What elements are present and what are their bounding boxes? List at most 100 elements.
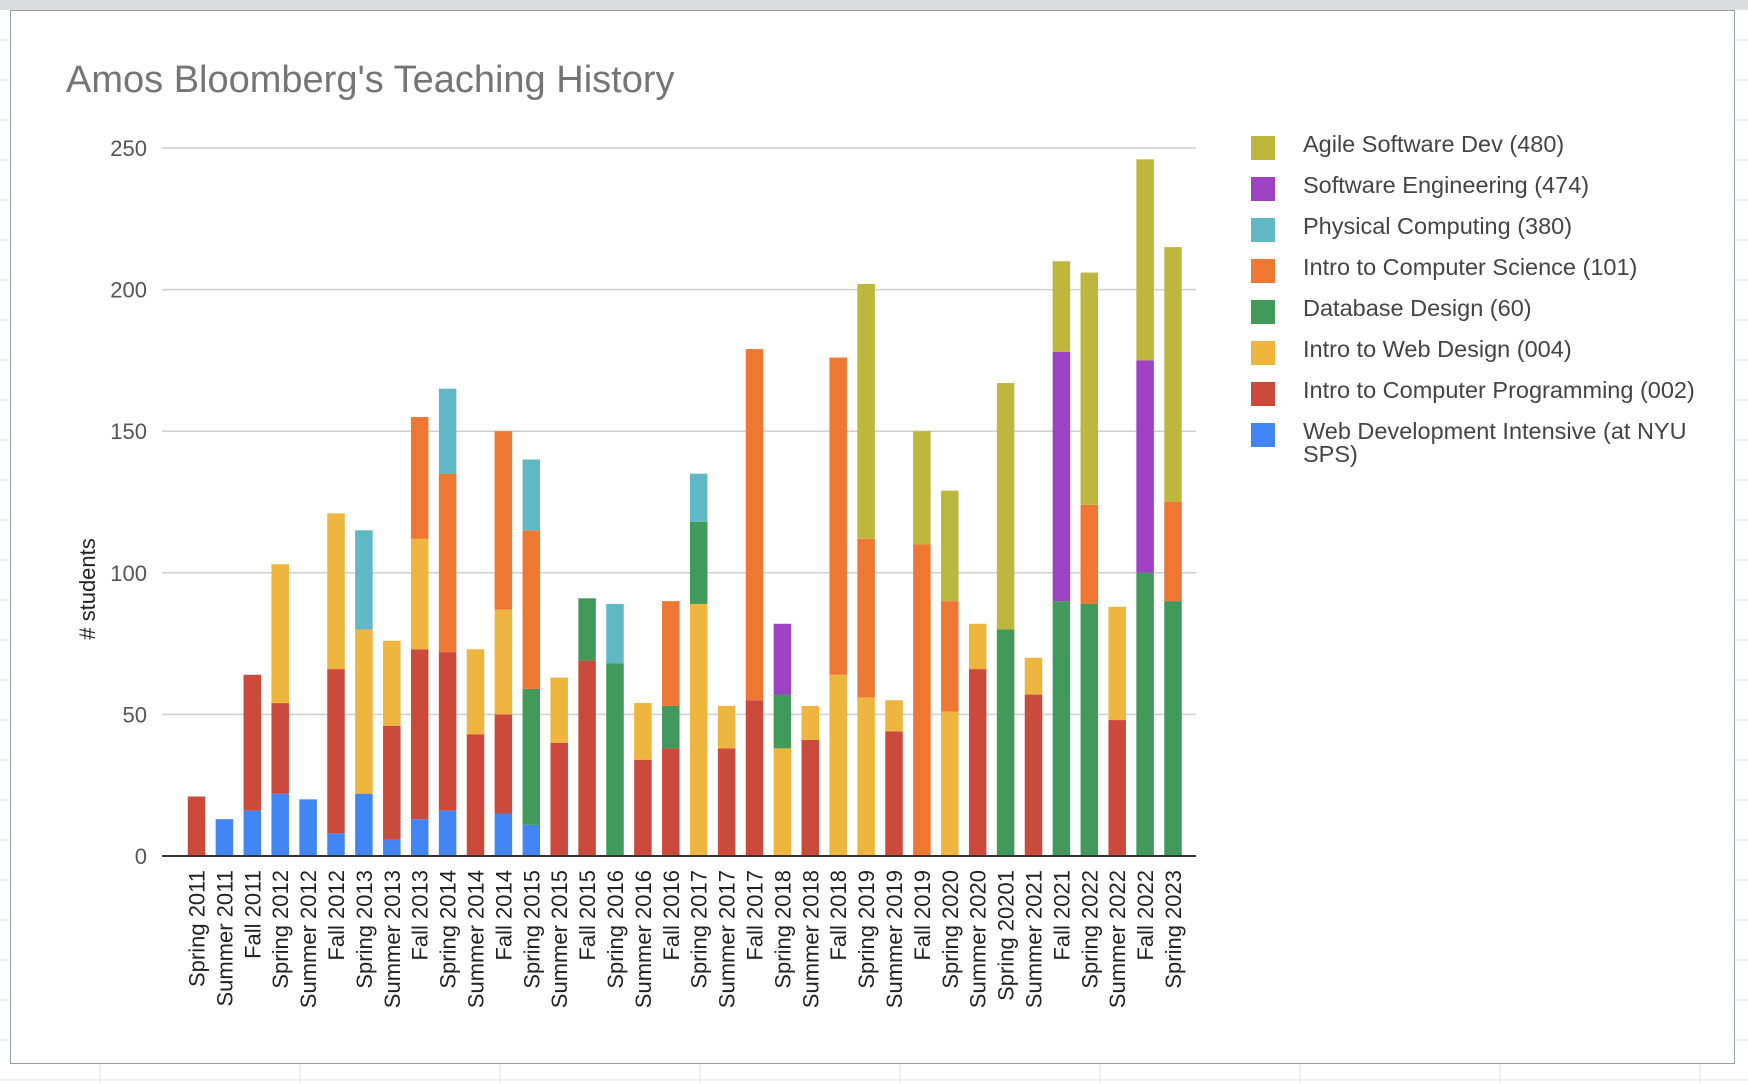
bar-segment[interactable] (355, 530, 373, 630)
bar-segment[interactable] (327, 513, 345, 670)
bar-segment[interactable] (1136, 572, 1154, 856)
legend-item[interactable]: Database Design (60) (1251, 296, 1711, 324)
bar-segment[interactable] (522, 530, 541, 689)
chart-card[interactable]: Amos Bloomberg's Teaching History 0 50 100… (10, 10, 1735, 1064)
bar-segment[interactable] (662, 705, 680, 749)
bar-segment[interactable] (689, 603, 708, 856)
bar-segment[interactable] (996, 383, 1015, 630)
legend-item[interactable]: Intro to Computer Science (101) (1251, 255, 1711, 283)
bar-segment[interactable] (1052, 351, 1071, 602)
legend-item[interactable]: Physical Computing (380) (1251, 214, 1711, 242)
bar-segment[interactable] (689, 521, 708, 604)
bar-segment[interactable] (355, 629, 373, 794)
bar-segment[interactable] (717, 748, 736, 856)
bar-segment[interactable] (410, 538, 429, 650)
bar-segment[interactable] (857, 538, 875, 698)
bar-segment[interactable] (773, 748, 792, 856)
bar-segment[interactable] (801, 739, 820, 856)
bar-segment[interactable] (438, 473, 457, 653)
bar-segment[interactable] (410, 819, 429, 856)
bar-segment[interactable] (215, 819, 234, 856)
bar-segment[interactable] (410, 649, 429, 820)
bar-segment[interactable] (383, 725, 401, 840)
bar-segment[interactable] (745, 700, 764, 856)
bar-segment[interactable] (996, 629, 1015, 856)
bar-segment[interactable] (550, 742, 568, 856)
legend-item[interactable]: Software Engineering (474) (1251, 173, 1711, 201)
bar-segment[interactable] (968, 623, 987, 670)
bar-segment[interactable] (941, 601, 959, 712)
bar-segment[interactable] (578, 660, 596, 856)
bar-segment[interactable] (829, 674, 847, 856)
x-tick-label: Summer 2021 (1022, 870, 1047, 1008)
bar-segment[interactable] (355, 793, 373, 856)
bar-segment[interactable] (1052, 261, 1071, 352)
bar-segment[interactable] (494, 714, 513, 814)
bar-segment[interactable] (968, 669, 987, 856)
bar-segment[interactable] (494, 813, 513, 856)
bar-segment[interactable] (1164, 601, 1182, 856)
bar-segment[interactable] (745, 349, 764, 701)
bar-segment[interactable] (885, 700, 903, 732)
bar-segment[interactable] (801, 705, 820, 740)
bar-segment[interactable] (857, 697, 875, 856)
bar-segment[interactable] (941, 490, 959, 602)
bar-segment[interactable] (1108, 720, 1126, 856)
bar-segment[interactable] (522, 459, 541, 531)
legend-item[interactable]: Agile Software Dev (480) (1251, 132, 1711, 160)
bar-segment[interactable] (522, 688, 541, 825)
bar-segment[interactable] (1080, 603, 1099, 856)
bar-segment[interactable] (410, 417, 429, 539)
bar-segment[interactable] (494, 609, 513, 715)
bar-segment[interactable] (662, 748, 680, 856)
bar-segment[interactable] (1080, 272, 1099, 505)
bar-segment[interactable] (327, 669, 345, 834)
bar-segment[interactable] (1136, 159, 1154, 361)
bar-segment[interactable] (466, 649, 485, 735)
bar-segment[interactable] (606, 663, 624, 856)
bar-segment[interactable] (773, 694, 792, 749)
bar-segment[interactable] (829, 357, 847, 675)
legend-item[interactable]: Intro to Computer Programming (002) (1251, 378, 1711, 406)
bar-segment[interactable] (1136, 360, 1154, 573)
bar-segment[interactable] (438, 388, 457, 474)
bar-segment[interactable] (522, 824, 541, 856)
bar-segment[interactable] (243, 810, 262, 856)
bar-segment[interactable] (689, 473, 708, 522)
bar-segment[interactable] (1080, 504, 1099, 604)
bar-segment[interactable] (494, 431, 513, 610)
bar-segment[interactable] (662, 601, 680, 706)
bar-segment[interactable] (773, 623, 792, 695)
bar-segment[interactable] (606, 603, 624, 664)
bar-segment[interactable] (913, 431, 931, 545)
bar-segment[interactable] (941, 711, 959, 856)
bar-segment[interactable] (634, 759, 652, 856)
bar-segment[interactable] (383, 839, 401, 856)
bar-segment[interactable] (271, 793, 289, 856)
bar-segment[interactable] (383, 640, 401, 726)
bar-segment[interactable] (438, 810, 457, 856)
bar-segment[interactable] (550, 677, 568, 743)
bar-segment[interactable] (438, 652, 457, 811)
bar-segment[interactable] (187, 796, 206, 856)
bar-segment[interactable] (634, 703, 652, 760)
legend-item[interactable]: Intro to Web Design (004) (1251, 337, 1711, 365)
bar-segment[interactable] (1108, 606, 1126, 721)
bar-segment[interactable] (243, 674, 262, 811)
bar-segment[interactable] (1164, 247, 1182, 502)
bar-segment[interactable] (1052, 601, 1071, 856)
bar-segment[interactable] (327, 833, 345, 856)
bar-segment[interactable] (885, 731, 903, 856)
bar-segment[interactable] (1164, 502, 1182, 602)
bar-segment[interactable] (299, 799, 317, 856)
bar-segment[interactable] (271, 564, 289, 704)
bar-segment[interactable] (857, 283, 875, 539)
bar-segment[interactable] (578, 598, 596, 661)
bar-segment[interactable] (913, 544, 931, 856)
bar-segment[interactable] (717, 705, 736, 749)
bar-segment[interactable] (466, 734, 485, 856)
bar-segment[interactable] (1024, 657, 1043, 695)
bar-segment[interactable] (1024, 694, 1043, 856)
bar-segment[interactable] (271, 703, 289, 794)
legend-item[interactable]: Web Development Intensive (at NYU SPS) (1251, 419, 1711, 466)
